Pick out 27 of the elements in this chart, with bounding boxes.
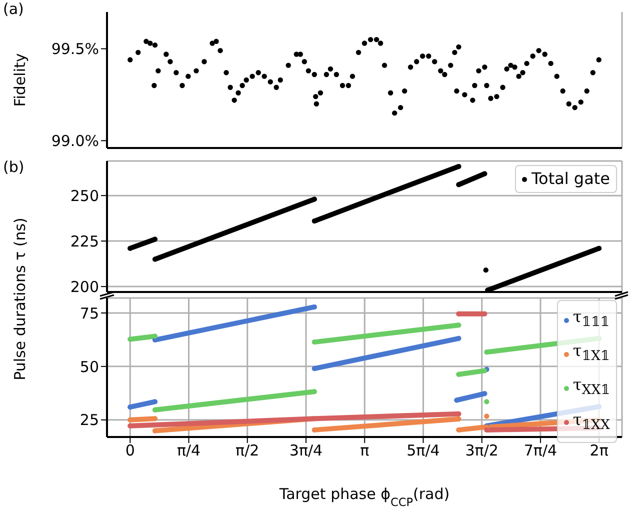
legend-label: τ$_{𝟙X𝟙}$ [572, 340, 610, 366]
x-axis-title: Target phase ϕ$_{CCP}$(rad) [278, 485, 450, 508]
x-tick-label: π/2 [236, 442, 260, 460]
legend-label: τ$_{𝟙XX}$ [572, 408, 610, 435]
x-tick-label: 3π/2 [465, 442, 498, 460]
y-tick-label: 99.0% [51, 132, 99, 150]
x-tick-label: π/4 [176, 442, 201, 460]
x-tick-label: 3π/4 [289, 442, 323, 460]
chart-title: (b) [3, 158, 24, 176]
y-axis-title: Pulse durations τ (ns) [11, 218, 29, 380]
y-tick-label: 50 [80, 358, 99, 376]
x-tick-label: 7π/4 [524, 442, 558, 460]
legend-label: Total gate [531, 168, 610, 190]
y-tick-label: 75 [80, 304, 99, 322]
y-axis-title: Fidelity [11, 53, 29, 107]
x-tick-label: π [360, 442, 370, 460]
legend-label: τ$_{XX𝟙}$ [572, 374, 610, 401]
x-tick-label: 5π/4 [406, 442, 440, 460]
y-tick-label: 250 [70, 186, 99, 205]
x-tick-label: 0 [125, 442, 135, 460]
y-tick-label: 225 [70, 232, 99, 250]
x-tick-label: 2π [590, 442, 608, 460]
y-tick-label: 200 [70, 278, 99, 296]
chart-title: (a) [3, 0, 24, 18]
legend-label: τ$_{𝟙𝟙𝟙}$ [572, 306, 610, 332]
y-tick-label: 99.5% [51, 40, 99, 58]
y-tick-label: 25 [80, 411, 99, 430]
